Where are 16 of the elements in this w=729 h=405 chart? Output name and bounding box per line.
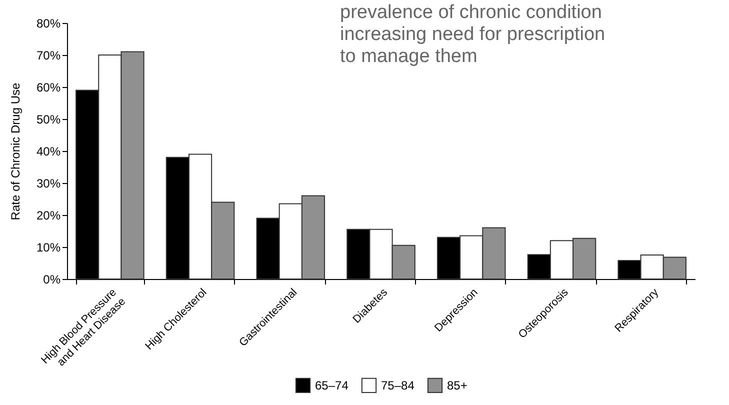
y-tick-label: 60% — [36, 80, 61, 94]
legend-label: 75–84 — [381, 378, 415, 392]
y-tick-label: 40% — [36, 144, 61, 158]
y-tick-label: 80% — [36, 16, 61, 30]
legend-label: 85+ — [447, 378, 468, 392]
annotation: increasing need for prescription — [340, 24, 606, 46]
y-tick-label: 20% — [36, 208, 61, 222]
y-tick-label: 70% — [36, 48, 61, 62]
y-tick-label: 10% — [36, 240, 61, 254]
annotation: to manage them — [340, 46, 478, 68]
y-tick-label: 30% — [36, 176, 61, 190]
y-axis-title: Rate of Chronic Drug Use — [8, 82, 22, 220]
y-tick-label: 50% — [36, 112, 61, 126]
legend-label: 65–74 — [315, 378, 349, 392]
text: prevalence of chronic condition — [340, 2, 603, 24]
y-tick-label: 0% — [43, 272, 61, 286]
